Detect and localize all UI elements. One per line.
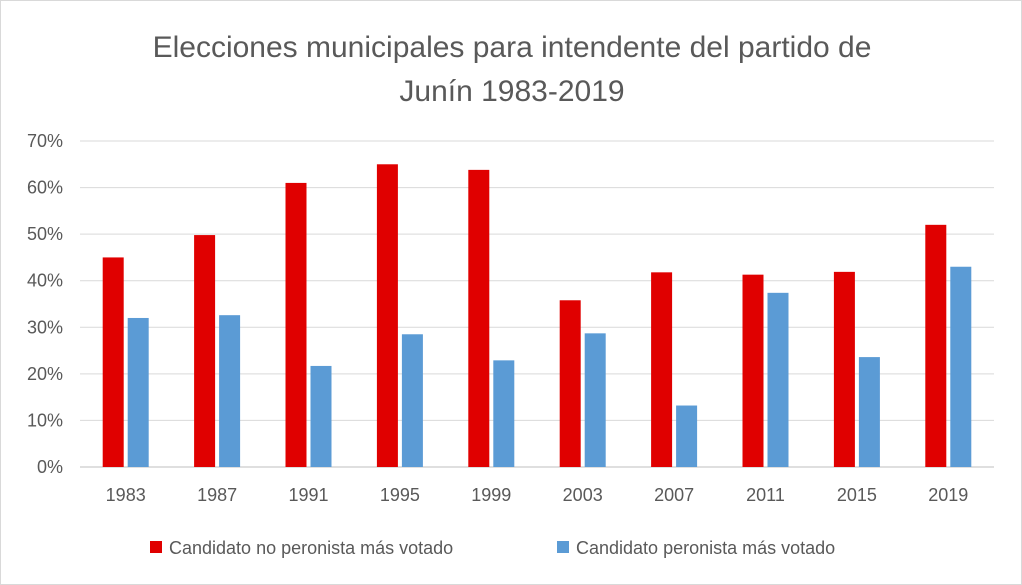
legend-swatch-no-peronista [150, 541, 162, 553]
x-tick-label: 2019 [928, 485, 968, 505]
y-tick-label: 30% [27, 317, 63, 337]
x-tick-label: 1999 [471, 485, 511, 505]
bar-peronista-2003 [584, 333, 606, 467]
bar-peronista-1999 [493, 360, 515, 467]
bar-peronista-1987 [219, 315, 241, 467]
bar-no-peronista-2003 [559, 300, 581, 467]
bar-peronista-1991 [310, 365, 332, 467]
bar-peronista-1983 [127, 317, 149, 467]
legend-swatch-peronista [557, 541, 569, 553]
legend-label-no-peronista: Candidato no peronista más votado [169, 538, 453, 558]
x-tick-label: 2007 [654, 485, 694, 505]
bar-peronista-2015 [858, 357, 880, 467]
y-tick-label: 10% [27, 410, 63, 430]
y-axis-tick-labels: 0% 10% 20% 30% 40% 50% 60% 70% [27, 131, 63, 477]
bar-no-peronista-1987 [194, 235, 216, 467]
bar-no-peronista-2019 [925, 224, 947, 467]
y-tick-label: 40% [27, 271, 63, 291]
chart-title-line-2: Junín 1983-2019 [399, 75, 624, 108]
chart-title: Elecciones municipales para intendente d… [153, 31, 872, 108]
bar-no-peronista-2011 [742, 274, 764, 467]
bar-no-peronista-1999 [468, 169, 490, 468]
bar-no-peronista-1983 [102, 257, 124, 467]
x-axis-tick-labels: 1983 1987 1991 1995 1999 2003 2007 2011 2015 2019 [106, 485, 969, 505]
gridlines [80, 140, 994, 468]
x-tick-label: 1991 [288, 485, 328, 505]
bars [102, 164, 972, 468]
legend: Candidato no peronista más votado Candid… [150, 538, 835, 558]
chart-title-line-1: Elecciones municipales para intendente d… [153, 31, 872, 64]
y-tick-label: 60% [27, 178, 63, 198]
y-tick-label: 20% [27, 364, 63, 384]
bar-no-peronista-2015 [833, 271, 855, 467]
bar-no-peronista-1991 [285, 182, 307, 467]
bar-peronista-2011 [767, 292, 789, 467]
y-tick-label: 50% [27, 224, 63, 244]
x-tick-label: 1987 [197, 485, 237, 505]
bar-no-peronista-2007 [651, 272, 673, 467]
x-tick-label: 1995 [380, 485, 420, 505]
legend-label-peronista: Candidato peronista más votado [576, 538, 835, 558]
bar-no-peronista-1995 [376, 164, 398, 468]
x-tick-label: 1983 [106, 485, 146, 505]
bar-peronista-2019 [950, 266, 972, 467]
x-tick-label: 2003 [563, 485, 603, 505]
x-tick-label: 2015 [837, 485, 877, 505]
y-tick-label: 70% [27, 131, 63, 151]
bar-peronista-2007 [676, 405, 698, 467]
bar-peronista-1995 [401, 334, 423, 467]
y-tick-label: 0% [37, 457, 63, 477]
x-tick-label: 2011 [746, 485, 785, 505]
